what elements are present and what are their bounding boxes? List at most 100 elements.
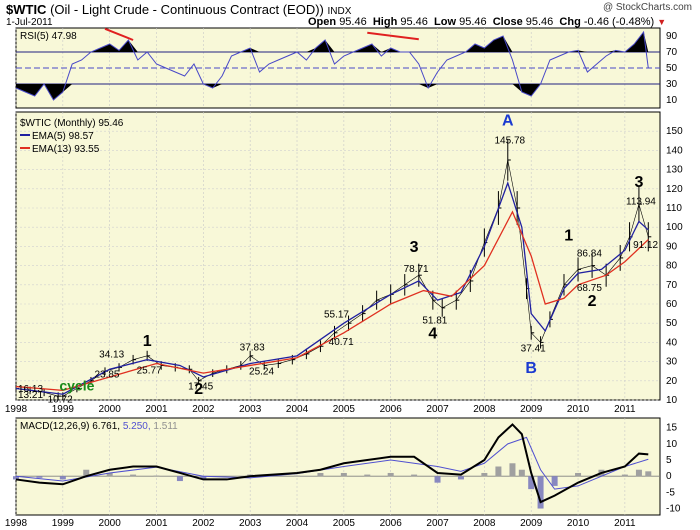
wave-label: 1 [564, 228, 573, 245]
data-label: 16.13 [18, 384, 43, 395]
macd-histogram-bar [83, 469, 90, 477]
wave-label: 1 [143, 333, 152, 350]
wave-label: 2 [588, 293, 597, 310]
chart-symbol: $WTIC (Oil - Light Crude - Continuous Co… [6, 2, 352, 17]
divergence-line [104, 27, 134, 41]
x-tick-label: 2010 [567, 404, 590, 415]
y-tick-label: 90 [666, 31, 678, 42]
y-tick-label: 110 [666, 203, 682, 214]
wave-label: A [502, 112, 514, 129]
macd-histogram-bar [106, 472, 113, 477]
y-tick-label: 70 [666, 280, 678, 291]
data-label: 91.12 [633, 240, 658, 251]
macd-histogram-bar [481, 472, 488, 477]
x-tick-label: 2007 [426, 404, 449, 415]
wave-label: 2 [194, 381, 203, 398]
data-label: 17.45 [188, 382, 213, 393]
y-tick-label: 60 [666, 299, 678, 310]
rsi-panel [15, 27, 661, 109]
x-tick-label: 2011 [614, 518, 636, 529]
y-tick-label: 50 [666, 63, 678, 74]
ema13-legend: EMA(13) 93.55 [32, 144, 100, 155]
x-tick-label: 2009 [520, 518, 543, 529]
x-tick-label: 2001 [145, 404, 168, 415]
x-tick-label: 2000 [99, 518, 122, 529]
wave-label: B [525, 360, 537, 377]
rsi-oversold-fill [16, 84, 541, 100]
macd-histogram-bar [364, 474, 371, 477]
data-label: 55.17 [324, 309, 349, 320]
macd-histogram-bar [575, 472, 582, 477]
wave-label: 3 [634, 174, 643, 191]
x-tick-label: 2010 [567, 518, 590, 529]
macd-histogram-bar [495, 466, 502, 477]
x-tick-label: 2002 [192, 518, 215, 529]
rsi-legend: RSI(5) 47.98 [20, 31, 77, 42]
data-label: 145.78 [494, 135, 525, 146]
data-label: 25.24 [249, 367, 274, 378]
chart-description: (Oil - Light Crude - Continuous Contract… [50, 2, 324, 17]
x-tick-label: 2001 [145, 518, 168, 529]
macd-histogram-bar [130, 474, 137, 477]
wave-label: 4 [428, 326, 437, 343]
data-label: 78.71 [404, 264, 429, 275]
y-tick-label: 140 [666, 145, 683, 156]
ohlc-readout: Open 95.46 High 95.46 Low 95.46 Close 95… [308, 16, 667, 28]
x-tick-label: 2005 [333, 518, 356, 529]
data-label: 86.84 [577, 248, 602, 259]
macd-histogram-bar [457, 476, 464, 480]
x-tick-label: 1998 [5, 404, 28, 415]
macd-histogram-bar [528, 476, 535, 490]
chart-date: 1-Jul-2011 [6, 17, 53, 28]
data-label: 23.85 [94, 369, 119, 380]
macd-histogram-bar [551, 476, 558, 486]
macd-histogram-bar [13, 476, 19, 480]
ema13-series-line [15, 210, 649, 392]
x-tick-label: 2005 [333, 404, 356, 415]
y-tick-label: 70 [666, 47, 678, 58]
x-tick-label: 1999 [52, 518, 75, 529]
y-tick-label: 100 [666, 222, 683, 233]
x-tick-label: 2003 [239, 404, 262, 415]
chart-exchange: INDX [327, 6, 352, 17]
x-tick-label: 2009 [520, 404, 543, 415]
data-label: 34.13 [99, 350, 124, 361]
y-tick-label: 10 [666, 439, 678, 450]
macd-histogram-bar [509, 463, 516, 477]
watermark: @ StockCharts.com [602, 2, 692, 13]
y-tick-label: 10 [666, 95, 678, 106]
data-label: 13.21 [18, 390, 43, 401]
y-tick-label: -5 [666, 487, 675, 498]
y-tick-label: 5 [666, 455, 672, 466]
x-tick-label: 2008 [473, 518, 496, 529]
macd-histogram-bar [635, 469, 642, 477]
macd-histogram-bar [317, 472, 324, 477]
x-tick-label: 2004 [286, 518, 309, 529]
y-tick-label: 0 [666, 471, 672, 482]
macd-histogram-bar [200, 476, 207, 480]
y-tick-label: 30 [666, 79, 678, 90]
macd-histogram-bar [340, 472, 347, 477]
x-tick-label: 1998 [5, 518, 28, 529]
x-tick-label: 2002 [192, 404, 215, 415]
y-tick-label: 20 [666, 376, 678, 387]
macd-histogram-bar [176, 476, 183, 482]
y-tick-label: 120 [666, 184, 683, 195]
x-tick-label: 2007 [426, 518, 449, 529]
macd-histogram-bar [434, 476, 441, 483]
rsi-overbought-fill [90, 32, 649, 52]
y-tick-label: 40 [666, 337, 678, 348]
wave-label: cycle [59, 377, 94, 393]
x-tick-label: 2011 [614, 404, 636, 415]
macd-legend: MACD(12,26,9) 6.761, 5.250, 1.511 [20, 421, 178, 432]
data-label: 40.71 [329, 337, 354, 348]
y-tick-label: 90 [666, 241, 678, 252]
y-tick-label: 15 [666, 423, 678, 434]
divergence-line [367, 31, 419, 41]
y-tick-label: 80 [666, 261, 678, 272]
macd-histogram-bar [294, 475, 301, 477]
x-tick-label: 2006 [380, 404, 403, 415]
macd-panel [15, 417, 661, 516]
macd-histogram-bar [537, 476, 544, 509]
x-tick-label: 2003 [239, 518, 262, 529]
